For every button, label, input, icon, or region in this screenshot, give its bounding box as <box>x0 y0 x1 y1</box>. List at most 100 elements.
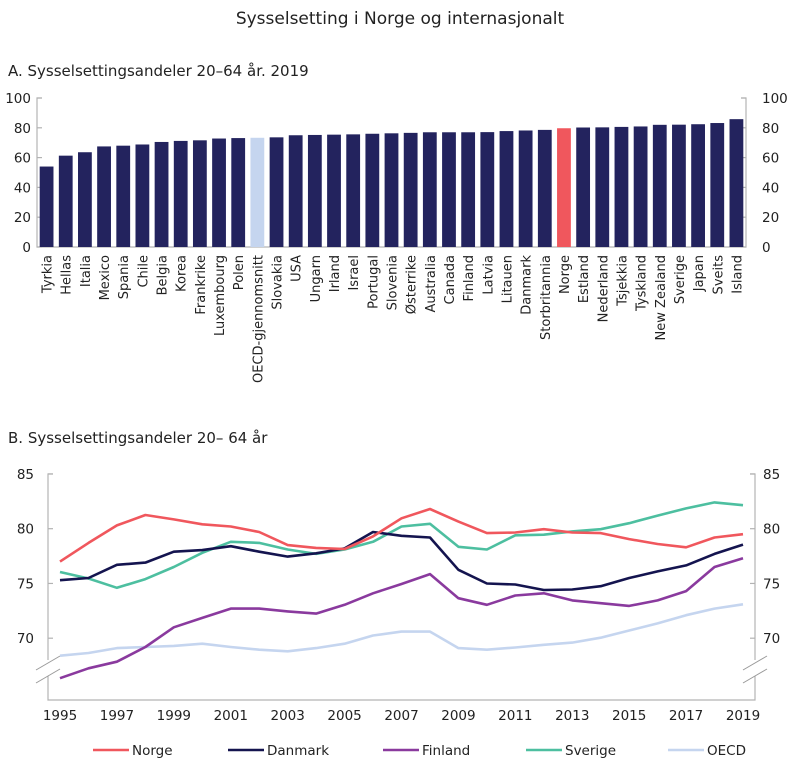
bar-nederland <box>595 127 610 247</box>
bar-frankrike <box>192 140 207 247</box>
panel-b-axes: 70 70 75 75 80 80 85 85 1995 1997 1999 2001 2003 2005… <box>17 467 780 724</box>
bar-mexico <box>97 146 111 247</box>
panel-a-left-tick-label: 60 <box>14 151 31 167</box>
panel-b-x-tick-label: 2011 <box>498 708 532 724</box>
bar-estland <box>576 127 591 247</box>
bar-finland <box>461 132 476 247</box>
category-label: Tsjekkia <box>615 255 630 307</box>
category-label: Frankrike <box>194 255 209 315</box>
legend-item-norge: Norge <box>93 743 173 759</box>
bar-usa <box>288 135 303 247</box>
panel-b-x-tick-label: 1999 <box>157 708 191 724</box>
bar-luxembourg <box>212 138 226 247</box>
bar-italia <box>78 152 92 247</box>
bar-australia <box>422 132 437 247</box>
panel-b-x-tick-label: 2019 <box>726 708 760 724</box>
panel-b-x-tick-label: 2013 <box>555 708 589 724</box>
category-label: Israel <box>347 255 362 291</box>
panel-a-axes: 0 0 20 20 40 40 60 60 80 80 100 100 <box>5 91 788 256</box>
series-line-danmark <box>59 530 744 592</box>
panel-a-left-tick-label: 40 <box>14 180 31 196</box>
category-label: Sverige <box>673 255 688 304</box>
category-label: Østerrike <box>405 255 420 314</box>
bar-japan <box>691 124 705 247</box>
category-label: Belgia <box>156 255 171 295</box>
bar-hellas <box>58 155 73 247</box>
panel-b-left-axis <box>47 473 53 660</box>
bar-spania <box>116 145 131 247</box>
legend-label: OECD <box>707 743 746 759</box>
bar-slovakia <box>269 137 284 247</box>
panel-b-right-axis <box>750 473 756 660</box>
series-line-norge <box>59 507 744 563</box>
panel-b-x-tick-label: 1995 <box>43 708 77 724</box>
bar-canada <box>442 132 456 247</box>
bar-israel <box>346 134 361 247</box>
panel-a-bar-chart: A. Sysselsettingsandeler 20–64 år. 2019 … <box>5 62 788 383</box>
legend-item-sverige: Sverige <box>526 743 616 759</box>
series-line-finland <box>59 557 744 680</box>
category-label: Litauen <box>500 255 515 303</box>
panel-b-x-tick-label: 2005 <box>327 708 361 724</box>
category-label: Nederland <box>596 255 611 322</box>
legend-label: Danmark <box>267 743 329 759</box>
panel-b-right-tick-label: 80 <box>763 522 780 538</box>
category-label: Norge <box>558 255 573 294</box>
panel-b-x-tick-label: 2001 <box>214 708 248 724</box>
panel-a-right-tick-label: 60 <box>762 151 779 167</box>
category-label: Storbritannia <box>539 255 554 340</box>
bar-polen <box>231 138 246 247</box>
category-label: New Zealand <box>654 255 669 340</box>
category-label: OECD-gjennomsnitt <box>251 255 266 383</box>
category-label: Polen <box>232 255 247 290</box>
category-label: Portugal <box>366 255 381 309</box>
panel-b-line-chart: B. Sysselsettingsandeler 20– 64 år 70 707… <box>8 429 780 759</box>
category-label: Estland <box>577 255 592 303</box>
panel-b-left-tick-label: 70 <box>17 631 34 647</box>
bar-ungarn <box>307 134 322 247</box>
legend-label: Finland <box>422 743 470 759</box>
panel-a-bars <box>39 119 744 247</box>
panel-a-title: A. Sysselsettingsandeler 20–64 år. 2019 <box>8 62 309 80</box>
panel-a-left-tick-label: 80 <box>14 121 31 137</box>
series-line-oecd <box>59 603 744 657</box>
category-label: Irland <box>328 255 343 292</box>
category-label: Japan <box>692 255 707 292</box>
panel-b-left-tick-label: 85 <box>17 467 34 483</box>
figure-title: Sysselsetting i Norge og internasjonalt <box>236 9 565 29</box>
category-label: Tyrkia <box>41 255 56 294</box>
bar-portugal <box>365 133 380 247</box>
bar-storbritannia <box>537 129 552 247</box>
series-line-sverige <box>59 501 744 590</box>
panel-a-left-tick-label: 100 <box>5 91 31 107</box>
category-label: Hellas <box>60 255 75 295</box>
bar-slovenia <box>384 133 399 247</box>
category-label: Latvia <box>481 255 496 295</box>
bar-danmark <box>518 130 533 247</box>
bar-tsjekkia <box>614 126 629 247</box>
panel-b-x-tick-label: 2015 <box>612 708 646 724</box>
bar-sverige <box>672 124 686 247</box>
bar-korea <box>173 140 188 247</box>
panel-b-x-tick-label: 2007 <box>384 708 418 724</box>
category-label: Finland <box>462 255 477 301</box>
bar-oecd-gjennomsnitt <box>250 137 265 247</box>
bar-new-zealand <box>652 124 667 247</box>
panel-b-x-tick-label: 2017 <box>669 708 703 724</box>
legend-item-danmark: Danmark <box>228 743 329 759</box>
panel-a-right-tick-label: 0 <box>762 240 771 256</box>
panel-a-right-tick-label: 80 <box>762 121 779 137</box>
panel-b-title: B. Sysselsettingsandeler 20– 64 år <box>8 429 268 447</box>
panel-b-bottom-axis <box>47 676 756 701</box>
bar-belgia <box>154 141 169 247</box>
bar-norge <box>557 128 571 247</box>
panel-b-x-tick-label: 1997 <box>100 708 134 724</box>
bar-litauen <box>499 131 514 247</box>
category-label: Slovakia <box>271 255 286 310</box>
panel-a-right-tick-label: 100 <box>762 91 788 107</box>
category-label: Luxembourg <box>213 255 228 336</box>
axis-break-mark-left <box>35 668 61 684</box>
category-label: USA <box>290 255 305 282</box>
panel-b-right-tick-label: 85 <box>763 467 780 483</box>
